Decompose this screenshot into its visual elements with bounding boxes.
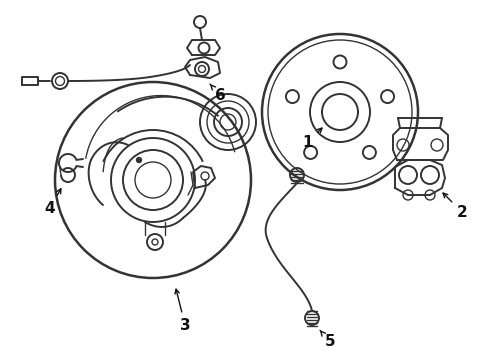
Text: 1: 1 xyxy=(303,128,322,149)
Text: 3: 3 xyxy=(175,289,190,333)
Circle shape xyxy=(137,158,142,162)
Text: 6: 6 xyxy=(210,84,225,103)
Text: 2: 2 xyxy=(443,193,467,220)
Text: 5: 5 xyxy=(320,330,335,350)
Text: 4: 4 xyxy=(45,189,61,216)
